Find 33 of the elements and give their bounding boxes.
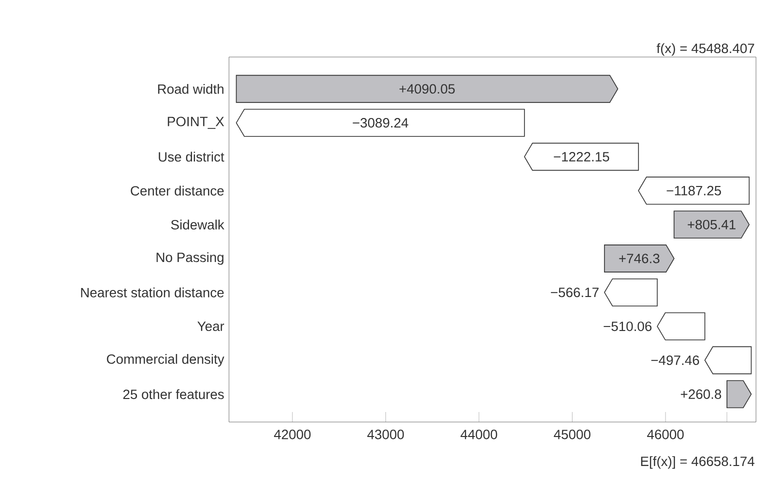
x-tick-label: 43000: [367, 430, 404, 440]
y-tick-label: Road width: [158, 84, 224, 94]
data-label: +746.3: [619, 254, 660, 264]
y-tick-label: Year: [197, 322, 224, 332]
bar: [674, 210, 750, 239]
y-tick-label: No Passing: [156, 252, 224, 265]
data-label: −1222.15: [554, 152, 610, 162]
y-tick-label: 25 other features: [123, 389, 224, 400]
bar: [236, 74, 618, 103]
data-label: −1187.25: [666, 186, 721, 196]
data-label: +4090.05: [399, 84, 455, 94]
data-label: −510.06: [604, 322, 652, 332]
y-tick-label: Sidewalk: [171, 220, 224, 230]
data-label: +805.41: [688, 220, 736, 230]
data-label: −497.46: [651, 356, 700, 366]
bar: [604, 244, 674, 272]
x-tick-label: 42000: [274, 430, 311, 440]
y-tick-label: Use district: [158, 152, 224, 162]
bar: [236, 108, 525, 137]
y-tick-label: Center distance: [130, 186, 224, 196]
data-label: −3089.24: [352, 118, 408, 128]
y-tick-label: POINT_X: [168, 116, 224, 129]
data-label: −566.17: [550, 288, 599, 298]
x-tick-label: 44000: [460, 430, 498, 440]
x-tick-label: 46000: [647, 430, 684, 440]
x-tick-label: 45000: [554, 430, 590, 440]
text: f(x) = 45488.407: [656, 43, 754, 56]
text: E[f(x)] = 46658.174: [641, 456, 754, 469]
y-tick-label: Commercial density: [106, 354, 224, 367]
bar: [524, 142, 639, 171]
bar: [638, 176, 750, 205]
y-tick-label: Nearest station distance: [81, 287, 224, 298]
data-label: +260.8: [680, 389, 722, 399]
